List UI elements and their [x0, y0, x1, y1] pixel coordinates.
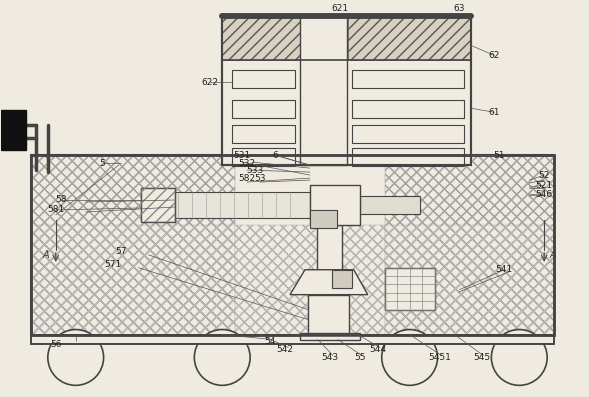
Bar [1, 110, 26, 150]
Bar [385, 155, 554, 335]
Bar [232, 100, 295, 118]
Text: 5: 5 [100, 159, 105, 168]
Bar [31, 155, 235, 335]
Bar [310, 210, 337, 228]
Bar [141, 188, 176, 222]
Bar [222, 15, 305, 60]
Bar [352, 70, 465, 89]
Text: 5451: 5451 [428, 353, 451, 362]
Text: 581: 581 [47, 206, 64, 214]
Bar [332, 270, 352, 288]
Text: 57: 57 [115, 247, 126, 256]
Bar [176, 192, 310, 218]
Text: 621: 621 [331, 4, 349, 13]
Text: 541: 541 [496, 265, 513, 274]
Bar [31, 335, 554, 345]
Text: 6: 6 [272, 150, 278, 160]
Circle shape [48, 330, 104, 385]
Bar [31, 225, 554, 335]
Circle shape [382, 330, 438, 385]
Text: 52: 52 [538, 171, 550, 179]
Text: 55: 55 [354, 353, 366, 362]
Bar [31, 155, 235, 335]
Text: 546: 546 [535, 189, 552, 198]
Bar [222, 15, 471, 165]
Text: 571: 571 [104, 260, 121, 269]
Text: 582: 582 [239, 173, 256, 183]
Circle shape [194, 330, 250, 385]
Text: 542: 542 [276, 345, 293, 354]
Bar [31, 225, 554, 335]
Text: 53: 53 [254, 173, 266, 183]
Bar [31, 335, 554, 345]
Text: 62: 62 [489, 51, 500, 60]
Text: 63: 63 [454, 4, 465, 13]
Bar [31, 155, 554, 335]
Bar [385, 268, 435, 310]
Text: A: A [43, 250, 49, 260]
Bar [385, 155, 554, 335]
Text: 543: 543 [322, 353, 339, 362]
Bar [31, 155, 554, 335]
Circle shape [491, 330, 547, 385]
Bar [360, 196, 419, 214]
Bar [352, 148, 465, 166]
Bar [352, 125, 465, 143]
Bar [232, 70, 295, 89]
Polygon shape [290, 270, 368, 295]
Text: 545: 545 [473, 353, 490, 362]
Text: 58: 58 [55, 195, 67, 204]
Bar [348, 15, 471, 60]
Bar [232, 125, 295, 143]
Text: 51: 51 [494, 150, 505, 160]
Text: 533: 533 [247, 166, 264, 175]
Text: 532: 532 [239, 159, 256, 168]
Bar [300, 333, 360, 339]
Text: 521: 521 [535, 181, 552, 189]
Bar [308, 295, 349, 335]
Bar [141, 188, 176, 222]
Text: A: A [549, 250, 556, 260]
Text: 54: 54 [264, 337, 276, 346]
Bar [317, 225, 342, 270]
Text: 61: 61 [489, 108, 500, 117]
Text: 544: 544 [369, 345, 386, 354]
Bar [31, 155, 554, 335]
Bar [352, 100, 465, 118]
Text: 56: 56 [50, 340, 61, 349]
Bar [232, 148, 295, 166]
Bar [310, 185, 360, 225]
Bar [300, 15, 347, 165]
Bar [222, 15, 471, 165]
Text: 622: 622 [202, 78, 219, 87]
Text: 531: 531 [234, 150, 251, 160]
